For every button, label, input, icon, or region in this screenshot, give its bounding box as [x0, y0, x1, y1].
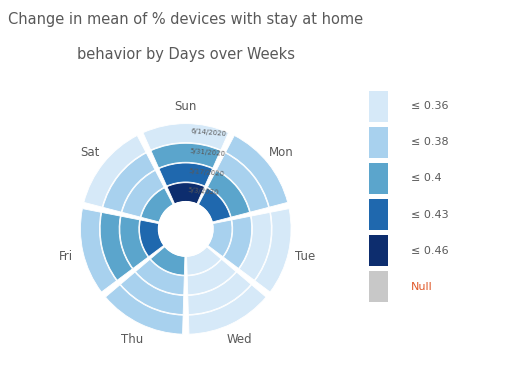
Wedge shape — [187, 259, 236, 295]
Text: Change in mean of % devices with stay at home: Change in mean of % devices with stay at… — [8, 12, 363, 27]
Wedge shape — [239, 212, 271, 280]
Wedge shape — [120, 216, 148, 268]
Wedge shape — [198, 188, 231, 222]
Text: 5/3/2020: 5/3/2020 — [188, 187, 219, 196]
Wedge shape — [103, 153, 155, 212]
Circle shape — [158, 202, 213, 256]
Text: ≤ 0.46: ≤ 0.46 — [411, 246, 448, 256]
Text: Sun: Sun — [174, 100, 197, 113]
FancyBboxPatch shape — [369, 236, 388, 266]
Text: ≤ 0.38: ≤ 0.38 — [411, 137, 448, 147]
Wedge shape — [80, 209, 117, 292]
Text: ≤ 0.36: ≤ 0.36 — [411, 101, 448, 111]
Wedge shape — [187, 246, 221, 275]
Text: ≤ 0.4: ≤ 0.4 — [411, 173, 441, 184]
Text: Mon: Mon — [269, 146, 294, 159]
FancyBboxPatch shape — [369, 127, 388, 158]
Text: Tue: Tue — [295, 250, 315, 263]
FancyBboxPatch shape — [369, 163, 388, 194]
Text: Null: Null — [411, 282, 432, 291]
Wedge shape — [217, 153, 269, 212]
Wedge shape — [207, 220, 232, 256]
Wedge shape — [188, 285, 266, 334]
Wedge shape — [159, 163, 213, 186]
Wedge shape — [105, 285, 183, 334]
Wedge shape — [207, 170, 250, 217]
Wedge shape — [141, 188, 173, 222]
Text: behavior by Days over Weeks: behavior by Days over Weeks — [77, 47, 295, 62]
Wedge shape — [121, 272, 184, 315]
FancyBboxPatch shape — [369, 272, 388, 302]
Wedge shape — [136, 259, 184, 295]
Text: ≤ 0.43: ≤ 0.43 — [411, 210, 448, 220]
Wedge shape — [84, 135, 146, 207]
Text: Fri: Fri — [59, 250, 73, 263]
Wedge shape — [255, 209, 291, 292]
Text: 6/14/2020: 6/14/2020 — [191, 128, 227, 137]
Wedge shape — [143, 124, 229, 150]
Wedge shape — [188, 272, 251, 315]
Text: Wed: Wed — [226, 333, 252, 346]
Wedge shape — [167, 183, 204, 204]
FancyBboxPatch shape — [369, 91, 388, 121]
Text: Thu: Thu — [121, 333, 143, 346]
Wedge shape — [151, 246, 185, 275]
FancyBboxPatch shape — [369, 199, 388, 230]
Wedge shape — [100, 212, 133, 280]
Wedge shape — [151, 143, 220, 168]
Wedge shape — [122, 170, 164, 217]
Wedge shape — [223, 216, 252, 268]
Text: Sat: Sat — [80, 146, 100, 159]
Wedge shape — [225, 135, 287, 207]
Text: 5/17/2020: 5/17/2020 — [189, 168, 225, 177]
Text: 5/31/2020: 5/31/2020 — [190, 148, 226, 157]
Wedge shape — [139, 220, 164, 256]
